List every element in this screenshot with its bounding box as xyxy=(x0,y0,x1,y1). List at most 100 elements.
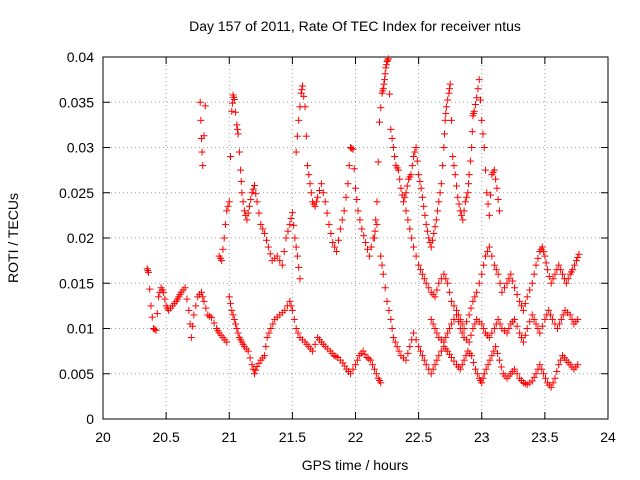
data-point xyxy=(282,234,290,242)
data-point xyxy=(473,94,481,102)
data-point xyxy=(249,185,257,193)
data-point xyxy=(183,295,191,303)
data-point xyxy=(234,329,242,337)
data-point xyxy=(228,99,236,107)
data-point xyxy=(433,356,441,364)
x-tick-label: 22.5 xyxy=(405,429,432,445)
data-point xyxy=(469,297,477,305)
data-point xyxy=(447,116,455,124)
data-point xyxy=(507,270,515,278)
data-point xyxy=(465,171,473,179)
data-point xyxy=(316,186,324,194)
data-point xyxy=(482,252,490,260)
y-axis-tick-labels: 0 0.005 0.01 0.015 0.02 0.025 0.03 0.035 0.04 xyxy=(59,49,94,427)
data-point xyxy=(232,108,240,116)
data-point xyxy=(338,216,346,224)
data-point xyxy=(425,284,433,292)
data-point xyxy=(144,268,152,276)
data-point xyxy=(384,56,392,64)
data-point xyxy=(153,310,161,318)
data-point xyxy=(473,288,481,296)
data-point xyxy=(294,329,302,337)
data-point xyxy=(518,302,526,310)
data-point xyxy=(494,270,502,278)
data-point xyxy=(331,243,339,251)
data-point xyxy=(201,102,209,110)
data-point xyxy=(431,325,439,332)
data-point xyxy=(292,148,300,156)
data-point xyxy=(458,320,466,328)
data-point xyxy=(532,261,540,269)
data-point xyxy=(227,300,235,308)
x-tick-label: 22 xyxy=(348,429,364,445)
y-tick-label: 0.04 xyxy=(67,49,94,65)
data-point xyxy=(429,365,437,373)
data-point xyxy=(458,211,466,219)
data-point xyxy=(490,347,498,355)
data-point xyxy=(374,158,382,166)
data-point xyxy=(569,266,577,274)
data-point xyxy=(293,252,301,260)
data-point xyxy=(456,365,464,373)
data-point xyxy=(543,266,551,274)
data-point xyxy=(492,175,500,183)
data-point xyxy=(233,125,241,133)
data-point xyxy=(399,198,407,206)
data-point xyxy=(447,297,455,305)
data-point xyxy=(436,189,444,197)
data-point xyxy=(469,325,477,332)
data-point xyxy=(280,248,288,256)
data-point xyxy=(479,374,487,382)
data-point xyxy=(422,361,430,369)
data-point xyxy=(471,293,479,301)
data-point xyxy=(442,103,450,111)
data-point xyxy=(496,320,504,328)
data-point xyxy=(411,148,419,156)
data-point xyxy=(412,144,420,151)
data-point xyxy=(466,157,474,165)
data-point xyxy=(555,261,563,269)
data-point xyxy=(229,311,237,319)
data-point xyxy=(548,315,556,323)
y-tick-label: 0.005 xyxy=(59,366,94,382)
data-point xyxy=(571,261,579,269)
data-point xyxy=(298,82,306,90)
data-point xyxy=(492,266,500,274)
data-point xyxy=(538,322,546,330)
data-point xyxy=(385,306,393,314)
data-point xyxy=(410,243,418,251)
y-tick-label: 0.025 xyxy=(59,185,94,201)
y-tick-label: 0.03 xyxy=(67,140,94,156)
x-axis-label: GPS time / hours xyxy=(302,457,409,473)
data-point xyxy=(288,209,296,217)
data-point xyxy=(292,325,300,332)
data-point xyxy=(442,275,450,283)
data-point xyxy=(422,220,430,228)
data-point xyxy=(530,270,538,278)
data-point xyxy=(240,207,248,215)
data-point xyxy=(470,107,478,115)
data-point xyxy=(540,370,548,378)
data-point xyxy=(461,198,469,206)
data-point xyxy=(427,315,435,323)
data-point xyxy=(492,343,500,351)
data-point xyxy=(340,207,348,215)
data-point xyxy=(538,365,546,373)
data-point xyxy=(389,144,397,151)
data-point xyxy=(396,175,404,183)
data-point xyxy=(237,166,245,174)
data-point xyxy=(490,261,498,269)
data-point xyxy=(356,216,364,224)
y-axis-label: ROTI / TECUs xyxy=(5,193,21,283)
data-point xyxy=(199,293,207,301)
data-point xyxy=(306,180,314,188)
data-point xyxy=(528,377,536,385)
data-point xyxy=(417,184,425,192)
data-point xyxy=(473,370,481,378)
data-point xyxy=(480,261,488,269)
data-point xyxy=(265,329,273,337)
data-point xyxy=(348,144,356,152)
data-point xyxy=(382,64,390,72)
data-point xyxy=(497,363,505,371)
